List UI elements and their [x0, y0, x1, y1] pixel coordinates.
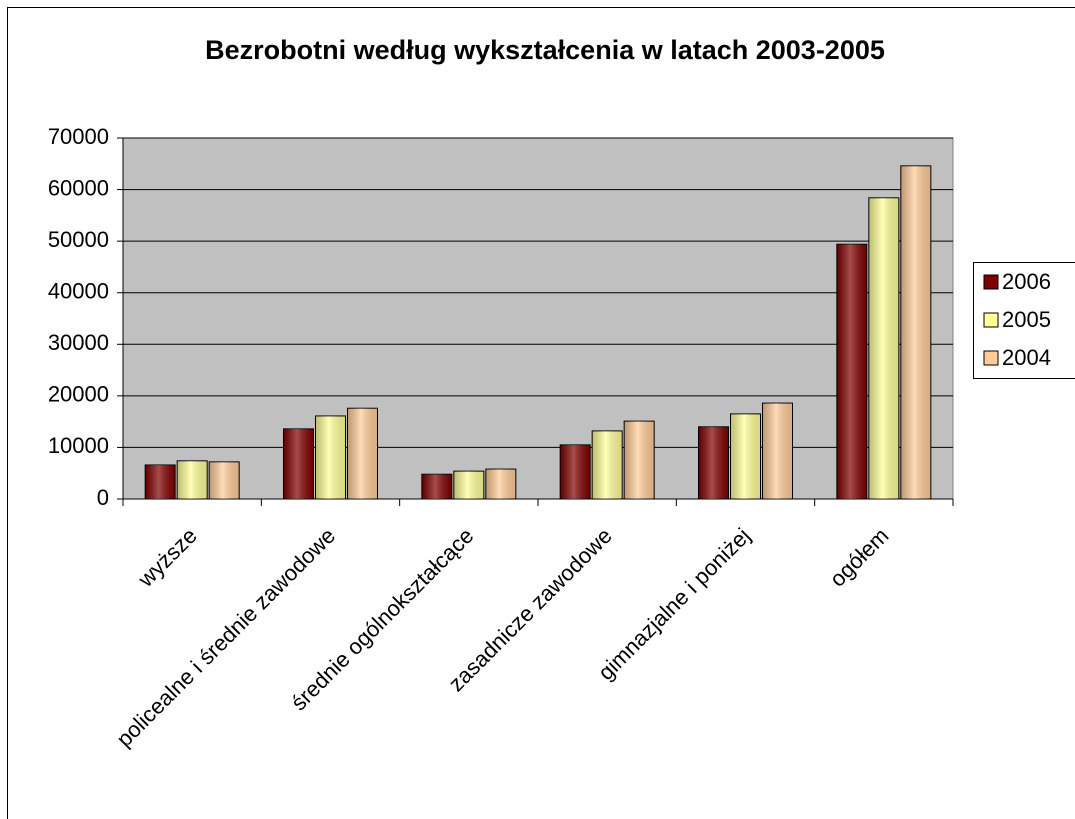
y-tick-label: 30000: [48, 330, 109, 355]
bar-shade: [698, 426, 729, 499]
bar-shade: [145, 464, 176, 499]
bar-shade: [209, 461, 240, 499]
bar-shade: [347, 408, 378, 499]
bar-shade: [900, 165, 931, 499]
y-tick-label: 0: [97, 485, 109, 510]
y-tick-label: 70000: [48, 124, 109, 149]
bar-shade: [421, 474, 452, 499]
legend-swatch: [983, 274, 999, 290]
y-tick-label: 20000: [48, 382, 109, 407]
y-tick-label: 50000: [48, 227, 109, 252]
bar-shade: [315, 415, 346, 499]
bar-shade: [283, 428, 314, 499]
bar-shade: [836, 244, 867, 499]
bar-shade: [592, 430, 623, 499]
legend-swatch: [983, 350, 999, 366]
legend-label: 2006: [1002, 269, 1051, 294]
legend-label: 2004: [1002, 345, 1051, 370]
bar-shade: [560, 444, 591, 499]
y-tick-label: 10000: [48, 433, 109, 458]
bar-shade: [730, 413, 761, 499]
bar-shade: [624, 421, 655, 499]
legend-swatch: [983, 312, 999, 328]
bar-shade: [868, 197, 899, 499]
y-tick-label: 40000: [48, 279, 109, 304]
bar-shade: [485, 469, 516, 499]
bar-shade: [762, 403, 793, 499]
legend-label: 2005: [1002, 307, 1051, 332]
bar-shade: [453, 471, 484, 499]
y-tick-label: 60000: [48, 175, 109, 200]
bar-shade: [177, 460, 208, 499]
chart-title: Bezrobotni według wykształcenia w latach…: [205, 35, 885, 65]
plot-area: [122, 137, 954, 500]
